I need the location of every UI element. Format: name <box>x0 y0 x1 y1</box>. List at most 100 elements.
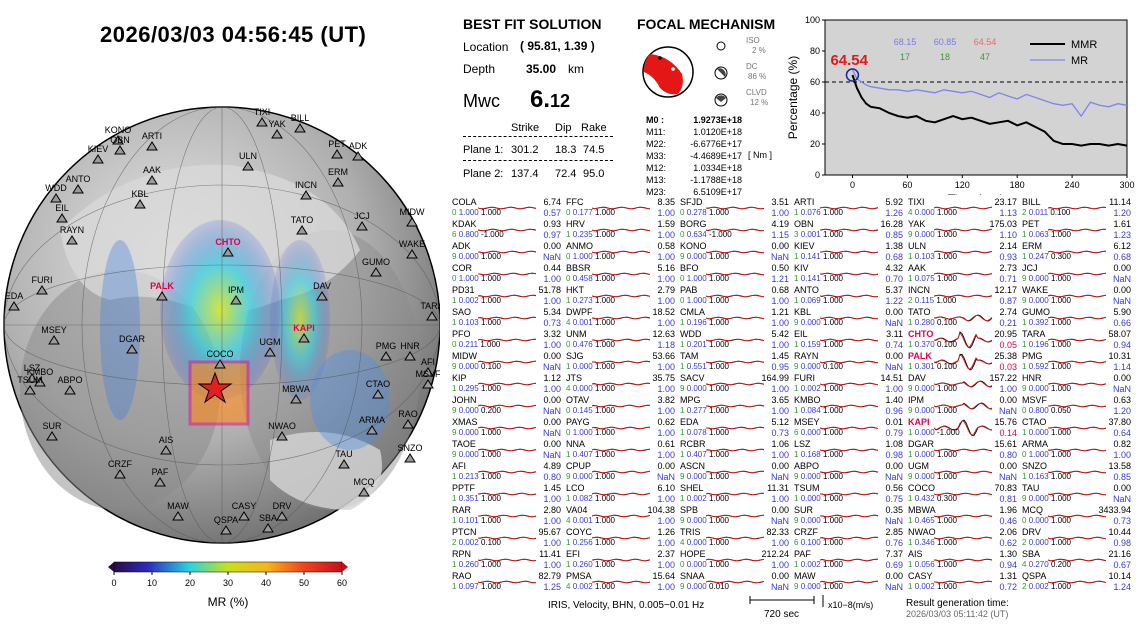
station-cell-erm[interactable]: ERM 6.12 1 0.247 0.300 0.68 <box>1020 241 1133 263</box>
station-cell-aak[interactable]: AAK 2.73 1 0.075 1.000 0.71 <box>906 263 1019 285</box>
station-cell-arti[interactable]: ARTI 5.92 1 0.076 1.000 1.26 <box>792 197 905 219</box>
station-cell-ctao[interactable]: CTAO 37.80 1 0.000 1.000 0.64 <box>1020 417 1133 439</box>
station-cell-unm[interactable]: UNM 12.63 0 0.476 1.000 1.18 <box>564 329 677 351</box>
station-cell-hrv[interactable]: HRV 1.59 1 0.235 1.000 1.00 <box>564 219 677 241</box>
station-cell-mbwa[interactable]: MBWA 1.96 1 0.465 1.000 0.46 <box>906 505 1019 527</box>
station-cell-bill[interactable]: BILL 11.14 2 0.011 0.100 1.20 <box>1020 197 1133 219</box>
station-cell-lsz[interactable]: LSZ 1.08 1 0.168 1.000 0.98 <box>792 439 905 461</box>
station-cell-tris[interactable]: TRIS 82.33 4 0.000 1.000 1.00 <box>678 527 791 549</box>
station-cell-sfjd[interactable]: SFJD 3.51 0 0.278 1.000 1.00 <box>678 197 791 219</box>
station-cell-kmbo[interactable]: KMBO 1.40 1 0.084 1.000 0.96 <box>792 395 905 417</box>
station-cell-tara[interactable]: TARA 58.07 1 0.196 1.000 0.94 <box>1020 329 1133 351</box>
station-cell-rpn[interactable]: RPN 11.41 1 0.260 1.000 1.00 <box>450 549 563 571</box>
station-cell-borg[interactable]: BORG 4.19 0 0.634 -1.000 1.15 <box>678 219 791 241</box>
station-cell-mcq[interactable]: MCQ 3433.94 0 0.000 1.000 0.73 <box>1020 505 1133 527</box>
station-cell-arma[interactable]: ARMA 0.82 0 1.000 1.000 1.00 <box>1020 439 1133 461</box>
station-cell-ipm[interactable]: IPM 0.00 9 0.000 1.000 NaN <box>906 395 1019 417</box>
station-cell-ptcn[interactable]: PTCN 95.67 2 0.002 0.100 1.00 <box>450 527 563 549</box>
station-cell-rar[interactable]: RAR 2.80 1 0.101 1.000 1.00 <box>450 505 563 527</box>
station-cell-dgar[interactable]: DGAR 15.61 1 0.000 1.000 0.80 <box>906 439 1019 461</box>
station-cell-maw[interactable]: MAW 0.00 9 0.000 1.000 NaN <box>792 571 905 593</box>
station-cell-incn[interactable]: INCN 12.17 2 0.115 1.000 0.87 <box>906 285 1019 307</box>
station-cell-john[interactable]: JOHN 0.00 9 0.000 0.200 NaN <box>450 395 563 417</box>
station-cell-hkt[interactable]: HKT 2.79 1 0.273 1.000 1.00 <box>564 285 677 307</box>
station-cell-kip[interactable]: KIP 1.12 1 0.295 1.000 1.00 <box>450 373 563 395</box>
station-cell-ais[interactable]: AIS 1.30 1 0.056 1.000 0.94 <box>906 549 1019 571</box>
station-cell-rao[interactable]: RAO 82.79 1 0.097 1.000 1.25 <box>450 571 563 593</box>
station-cell-pmg[interactable]: PMG 10.31 1 0.592 1.000 1.14 <box>1020 351 1133 373</box>
station-cell-cpup[interactable]: CPUP 0.00 9 0.000 1.000 NaN <box>564 461 677 483</box>
station-cell-anmo[interactable]: ANMO 0.58 0 1.000 1.000 1.00 <box>564 241 677 263</box>
station-cell-pfo[interactable]: PFO 3.32 0 0.211 1.000 1.00 <box>450 329 563 351</box>
station-cell-msvf[interactable]: MSVF 0.63 0 0.800 0.050 1.20 <box>1020 395 1133 417</box>
station-cell-pab[interactable]: PAB 0.68 0 1.000 1.000 1.00 <box>678 285 791 307</box>
station-cell-mpg[interactable]: MPG 3.65 1 0.277 1.000 1.00 <box>678 395 791 417</box>
station-cell-ugm[interactable]: UGM 0.00 9 0.000 1.000 NaN <box>906 461 1019 483</box>
station-cell-cola[interactable]: COLA 6.74 0 1.000 1.000 0.57 <box>450 197 563 219</box>
station-cell-tam[interactable]: TAM 1.45 1 0.551 1.000 0.95 <box>678 351 791 373</box>
station-cell-spb[interactable]: SPB 0.00 9 0.000 1.000 NaN <box>678 505 791 527</box>
station-cell-pmsa[interactable]: PMSA 15.64 4 0.002 1.000 1.00 <box>564 571 677 593</box>
station-cell-yak[interactable]: YAK 175.03 9 0.000 1.000 1.10 <box>906 219 1019 241</box>
station-cell-abpo[interactable]: ABPO 0.00 9 0.000 1.000 NaN <box>792 461 905 483</box>
station-cell-sacv[interactable]: SACV 164.99 9 0.000 1.000 1.00 <box>678 373 791 395</box>
station-cell-palk[interactable]: PALK 25.38 1 0.301 0.100 0.03 <box>906 351 1019 373</box>
station-cell-jts[interactable]: JTS 35.75 4 0.000 1.000 1.00 <box>564 373 677 395</box>
station-cell-gumo[interactable]: GUMO 5.90 1 0.392 1.000 0.66 <box>1020 307 1133 329</box>
station-cell-eda[interactable]: EDA 5.12 1 0.078 1.000 0.73 <box>678 417 791 439</box>
station-cell-bbsr[interactable]: BBSR 5.16 0 0.458 1.000 1.00 <box>564 263 677 285</box>
station-cell-pd31[interactable]: PD31 51.78 1 0.002 1.000 1.00 <box>450 285 563 307</box>
station-cell-nna[interactable]: NNA 0.61 1 0.407 1.000 1.00 <box>564 439 677 461</box>
station-cell-sba[interactable]: SBA 21.16 4 0.270 0.200 0.67 <box>1020 549 1133 571</box>
station-cell-drv[interactable]: DRV 10.44 2 0.000 1.000 0.98 <box>1020 527 1133 549</box>
station-cell-xmas[interactable]: XMAS 0.00 9 0.000 1.000 NaN <box>450 417 563 439</box>
station-cell-pptf[interactable]: PPTF 1.45 1 0.351 1.000 1.00 <box>450 483 563 505</box>
station-cell-rayn[interactable]: RAYN 0.00 9 0.000 0.100 NaN <box>792 351 905 373</box>
station-cell-paf[interactable]: PAF 7.37 1 0.002 1.000 0.69 <box>792 549 905 571</box>
station-cell-tixi[interactable]: TIXI 23.17 4 0.000 1.000 1.13 <box>906 197 1019 219</box>
station-cell-kdak[interactable]: KDAK 0.93 6 0.800 -1.000 0.97 <box>450 219 563 241</box>
station-cell-otav[interactable]: OTAV 3.82 0 0.145 1.000 1.00 <box>564 395 677 417</box>
station-cell-msey[interactable]: MSEY 0.01 6 0.000 1.000 0.79 <box>792 417 905 439</box>
station-cell-coyc[interactable]: COYC 1.26 1 0.256 1.000 1.00 <box>564 527 677 549</box>
station-cell-kiv[interactable]: KIV 4.32 1 0.141 1.000 0.70 <box>792 263 905 285</box>
station-cell-tato[interactable]: TATO 2.74 1 0.280 0.100 0.21 <box>906 307 1019 329</box>
station-cell-hope[interactable]: HOPE 212.24 0 0.000 1.000 1.00 <box>678 549 791 571</box>
station-cell-rcbr[interactable]: RCBR 1.06 1 0.407 1.000 1.00 <box>678 439 791 461</box>
station-cell-chto[interactable]: CHTO 20.95 1 0.370 0.100 0.05 <box>906 329 1019 351</box>
station-cell-snzo[interactable]: SNZO 13.58 1 0.163 1.000 0.85 <box>1020 461 1133 483</box>
station-cell-casy[interactable]: CASY 1.31 1 0.002 1.000 0.72 <box>906 571 1019 593</box>
station-cell-nwao[interactable]: NWAO 2.06 1 0.346 1.000 0.62 <box>906 527 1019 549</box>
station-cell-midw[interactable]: MIDW 0.00 9 0.000 0.100 NaN <box>450 351 563 373</box>
station-cell-kbl[interactable]: KBL 0.00 9 0.000 1.000 NaN <box>792 307 905 329</box>
station-cell-jcj[interactable]: JCJ 0.00 9 0.000 1.000 NaN <box>1020 263 1133 285</box>
station-cell-tau[interactable]: TAU 0.00 9 0.000 1.000 NaN <box>1020 483 1133 505</box>
station-cell-anto[interactable]: ANTO 5.37 1 0.069 1.000 1.22 <box>792 285 905 307</box>
station-cell-hnr[interactable]: HNR 0.00 9 0.000 1.000 NaN <box>1020 373 1133 395</box>
station-cell-dav[interactable]: DAV 157.22 9 0.000 1.000 1.00 <box>906 373 1019 395</box>
station-cell-payg[interactable]: PAYG 0.62 0 1.000 1.000 1.00 <box>564 417 677 439</box>
station-cell-va04[interactable]: VA04 104.38 4 0.001 1.000 1.00 <box>564 505 677 527</box>
station-cell-dwpf[interactable]: DWPF 18.52 4 0.001 1.000 1.00 <box>564 307 677 329</box>
station-cell-bfo[interactable]: BFO 0.50 0 1.000 1.000 1.21 <box>678 263 791 285</box>
station-cell-coco[interactable]: COCO 70.83 1 0.432 0.300 0.81 <box>906 483 1019 505</box>
station-cell-obn[interactable]: OBN 16.28 3 0.001 1.000 0.85 <box>792 219 905 241</box>
station-cell-cor[interactable]: COR 0.44 0 1.000 1.000 1.00 <box>450 263 563 285</box>
station-cell-wdd[interactable]: WDD 5.42 1 0.201 1.000 1.00 <box>678 329 791 351</box>
station-cell-adk[interactable]: ADK 0.00 9 0.000 1.000 NaN <box>450 241 563 263</box>
station-cell-kapi[interactable]: KAPI 15.76 1 0.000 -1.000 0.14 <box>906 417 1019 439</box>
station-cell-lco[interactable]: LCO 6.10 1 0.082 1.000 1.00 <box>564 483 677 505</box>
station-cell-cmla[interactable]: CMLA 1.21 1 0.196 1.000 1.00 <box>678 307 791 329</box>
station-cell-sur[interactable]: SUR 0.35 9 0.000 1.000 NaN <box>792 505 905 527</box>
station-cell-tsum[interactable]: TSUM 0.56 1 0.000 1.000 0.75 <box>792 483 905 505</box>
station-cell-ascn[interactable]: ASCN 0.00 9 0.000 1.000 NaN <box>678 461 791 483</box>
station-cell-afi[interactable]: AFI 4.89 1 0.213 1.000 0.80 <box>450 461 563 483</box>
station-cell-uln[interactable]: ULN 2.14 1 0.103 1.000 0.93 <box>906 241 1019 263</box>
station-cell-sjg[interactable]: SJG 53.66 1 0.000 1.000 1.00 <box>564 351 677 373</box>
station-cell-shel[interactable]: SHEL 11.31 1 0.002 1.000 1.00 <box>678 483 791 505</box>
station-cell-qspa[interactable]: QSPA 10.14 2 0.002 1.000 1.24 <box>1020 571 1133 593</box>
station-cell-efi[interactable]: EFI 2.37 1 0.260 1.000 1.00 <box>564 549 677 571</box>
station-cell-ffc[interactable]: FFC 8.35 0 0.177 1.000 1.00 <box>564 197 677 219</box>
station-cell-sao[interactable]: SAO 5.34 1 0.103 1.000 0.73 <box>450 307 563 329</box>
station-cell-furi[interactable]: FURI 14.51 1 0.002 1.000 1.00 <box>792 373 905 395</box>
